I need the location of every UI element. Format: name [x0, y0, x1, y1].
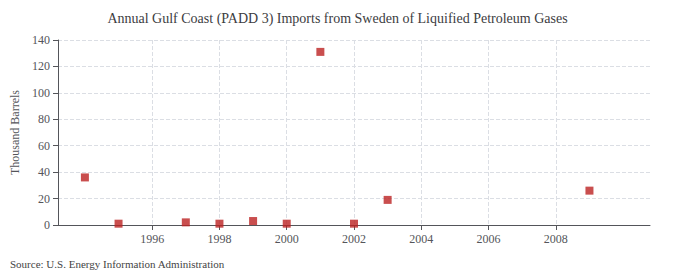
svg-text:Annual Gulf Coast (PADD 3) Imp: Annual Gulf Coast (PADD 3) Imports from … — [107, 11, 567, 27]
svg-text:Source: U.S. Energy Informatio: Source: U.S. Energy Information Administ… — [10, 258, 225, 270]
svg-text:2006: 2006 — [477, 232, 501, 246]
svg-text:100: 100 — [32, 86, 50, 100]
svg-text:0: 0 — [44, 218, 50, 232]
svg-text:40: 40 — [38, 165, 50, 179]
svg-text:80: 80 — [38, 112, 50, 126]
svg-text:1996: 1996 — [140, 232, 164, 246]
svg-text:2004: 2004 — [409, 232, 433, 246]
svg-text:Thousand Barrels: Thousand Barrels — [8, 90, 22, 175]
svg-text:140: 140 — [32, 33, 50, 47]
svg-text:2008: 2008 — [544, 232, 568, 246]
svg-text:120: 120 — [32, 59, 50, 73]
svg-text:60: 60 — [38, 139, 50, 153]
svg-text:20: 20 — [38, 192, 50, 206]
svg-text:2002: 2002 — [342, 232, 366, 246]
svg-text:1998: 1998 — [207, 232, 231, 246]
svg-text:2000: 2000 — [275, 232, 299, 246]
